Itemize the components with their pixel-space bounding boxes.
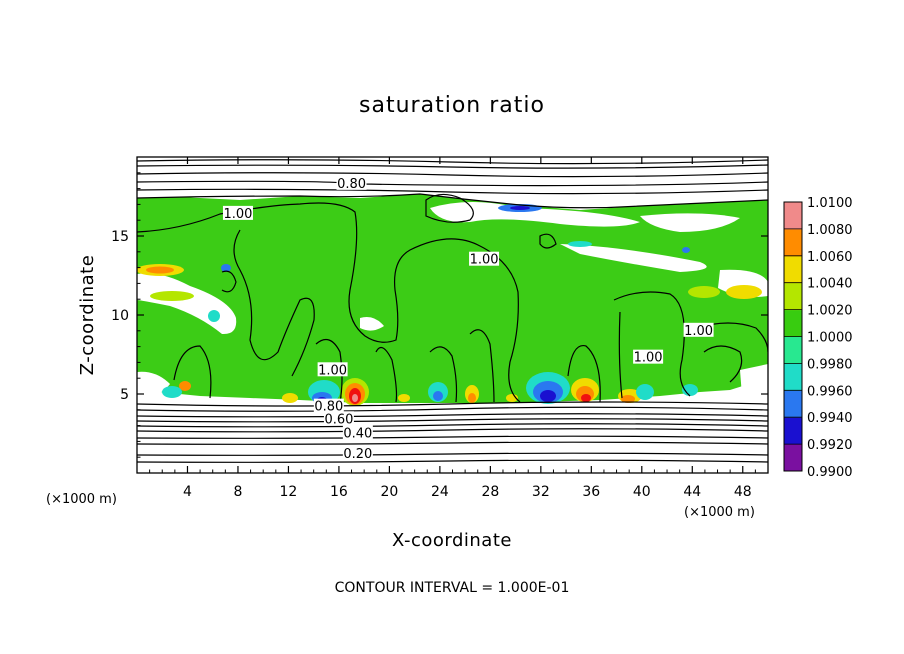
contour-label: 0.40 (343, 427, 372, 442)
contour-label-bg (323, 411, 354, 426)
saturated-region (137, 194, 768, 403)
contour-label: 1.00 (223, 207, 252, 222)
contour-label-bg (317, 362, 348, 377)
contour-label: 1.00 (318, 363, 347, 378)
x-tick-label: 36 (582, 484, 600, 500)
colorbar: 0.9900 0.9920 0.9940 0.9960 0.9980 1.0000 1.00… (783, 196, 853, 480)
colorbar-swatch (784, 390, 802, 418)
x-tick-label: 20 (380, 484, 398, 500)
x-tick-label: 28 (481, 484, 499, 500)
x-axis: 4 8 12 16 20 24 28 32 36 40 44 48 (149, 157, 756, 500)
colorbar-label: 0.9960 (807, 384, 853, 399)
y-tick-label: 15 (111, 229, 129, 245)
x-tick-label: 12 (280, 484, 298, 500)
x-unit-right: (×1000 m) (684, 505, 755, 520)
colorbar-swatch (784, 444, 802, 472)
y-tick-label: 5 (120, 387, 129, 403)
colorbar-label: 0.9940 (807, 411, 853, 426)
x-unit-left: (×1000 m) (46, 492, 117, 507)
x-tick-label: 32 (532, 484, 550, 500)
contour-label-bg (683, 322, 714, 337)
x-tick-label: 40 (633, 484, 651, 500)
x-tick-label: 44 (683, 484, 701, 500)
contour-label-bg (469, 251, 500, 266)
contour-label: 1.00 (470, 253, 499, 268)
contour-label: 0.60 (324, 412, 353, 427)
colorbar-label: 0.9900 (807, 465, 853, 480)
colorbar-swatch (784, 255, 802, 284)
x-tick-label: 16 (330, 484, 348, 500)
contour-label-bg (342, 425, 373, 440)
plot-field: 0.801.001.001.001.001.000.800.600.400.20 (137, 157, 768, 473)
y-axis: 5 10 15 (111, 172, 768, 458)
x-tick-label: 4 (183, 484, 192, 500)
colorbar-label: 1.0040 (807, 277, 853, 292)
colorbar-swatch (784, 309, 802, 337)
contour-label: 1.00 (684, 324, 713, 339)
contour-interval-note: CONTOUR INTERVAL = 1.000E-01 (335, 580, 570, 596)
colorbar-swatch (784, 202, 802, 230)
colorbar-label: 0.9980 (807, 357, 853, 372)
x-tick-label: 48 (734, 484, 752, 500)
colorbar-label: 0.9920 (807, 438, 853, 453)
colorbar-swatch (784, 228, 802, 257)
contour-label: 1.00 (634, 351, 663, 366)
contour-label-bg (633, 349, 664, 364)
colorbar-swatch (784, 363, 802, 391)
contour-label-bg (222, 205, 253, 220)
contour-lines (137, 159, 768, 463)
x-tick-label: 24 (431, 484, 449, 500)
contour-label: 0.80 (314, 400, 343, 415)
chart-title: saturation ratio (359, 93, 545, 118)
contour-label-bg (342, 446, 373, 461)
contour-label-bg (336, 175, 367, 190)
contour-label: 0.20 (343, 447, 372, 462)
contour-label: 0.80 (337, 177, 366, 192)
colorbar-label: 1.0060 (807, 250, 853, 265)
contour-label-bg (313, 398, 344, 413)
colorbar-swatch (784, 417, 802, 445)
colorbar-swatch (784, 282, 802, 311)
colorbar-swatch (784, 336, 802, 364)
contour-labels: 0.801.001.001.001.001.000.800.600.400.20 (222, 175, 714, 462)
y-axis-label: Z-coordinate (77, 255, 98, 376)
colorbar-label: 1.0000 (807, 331, 853, 346)
y-tick-label: 10 (111, 308, 129, 324)
x-tick-label: 8 (233, 484, 242, 500)
colorbar-label: 1.0100 (807, 196, 853, 211)
x-axis-label: X-coordinate (392, 530, 512, 551)
colorbar-label: 1.0020 (807, 304, 853, 319)
colorbar-label: 1.0080 (807, 223, 853, 238)
